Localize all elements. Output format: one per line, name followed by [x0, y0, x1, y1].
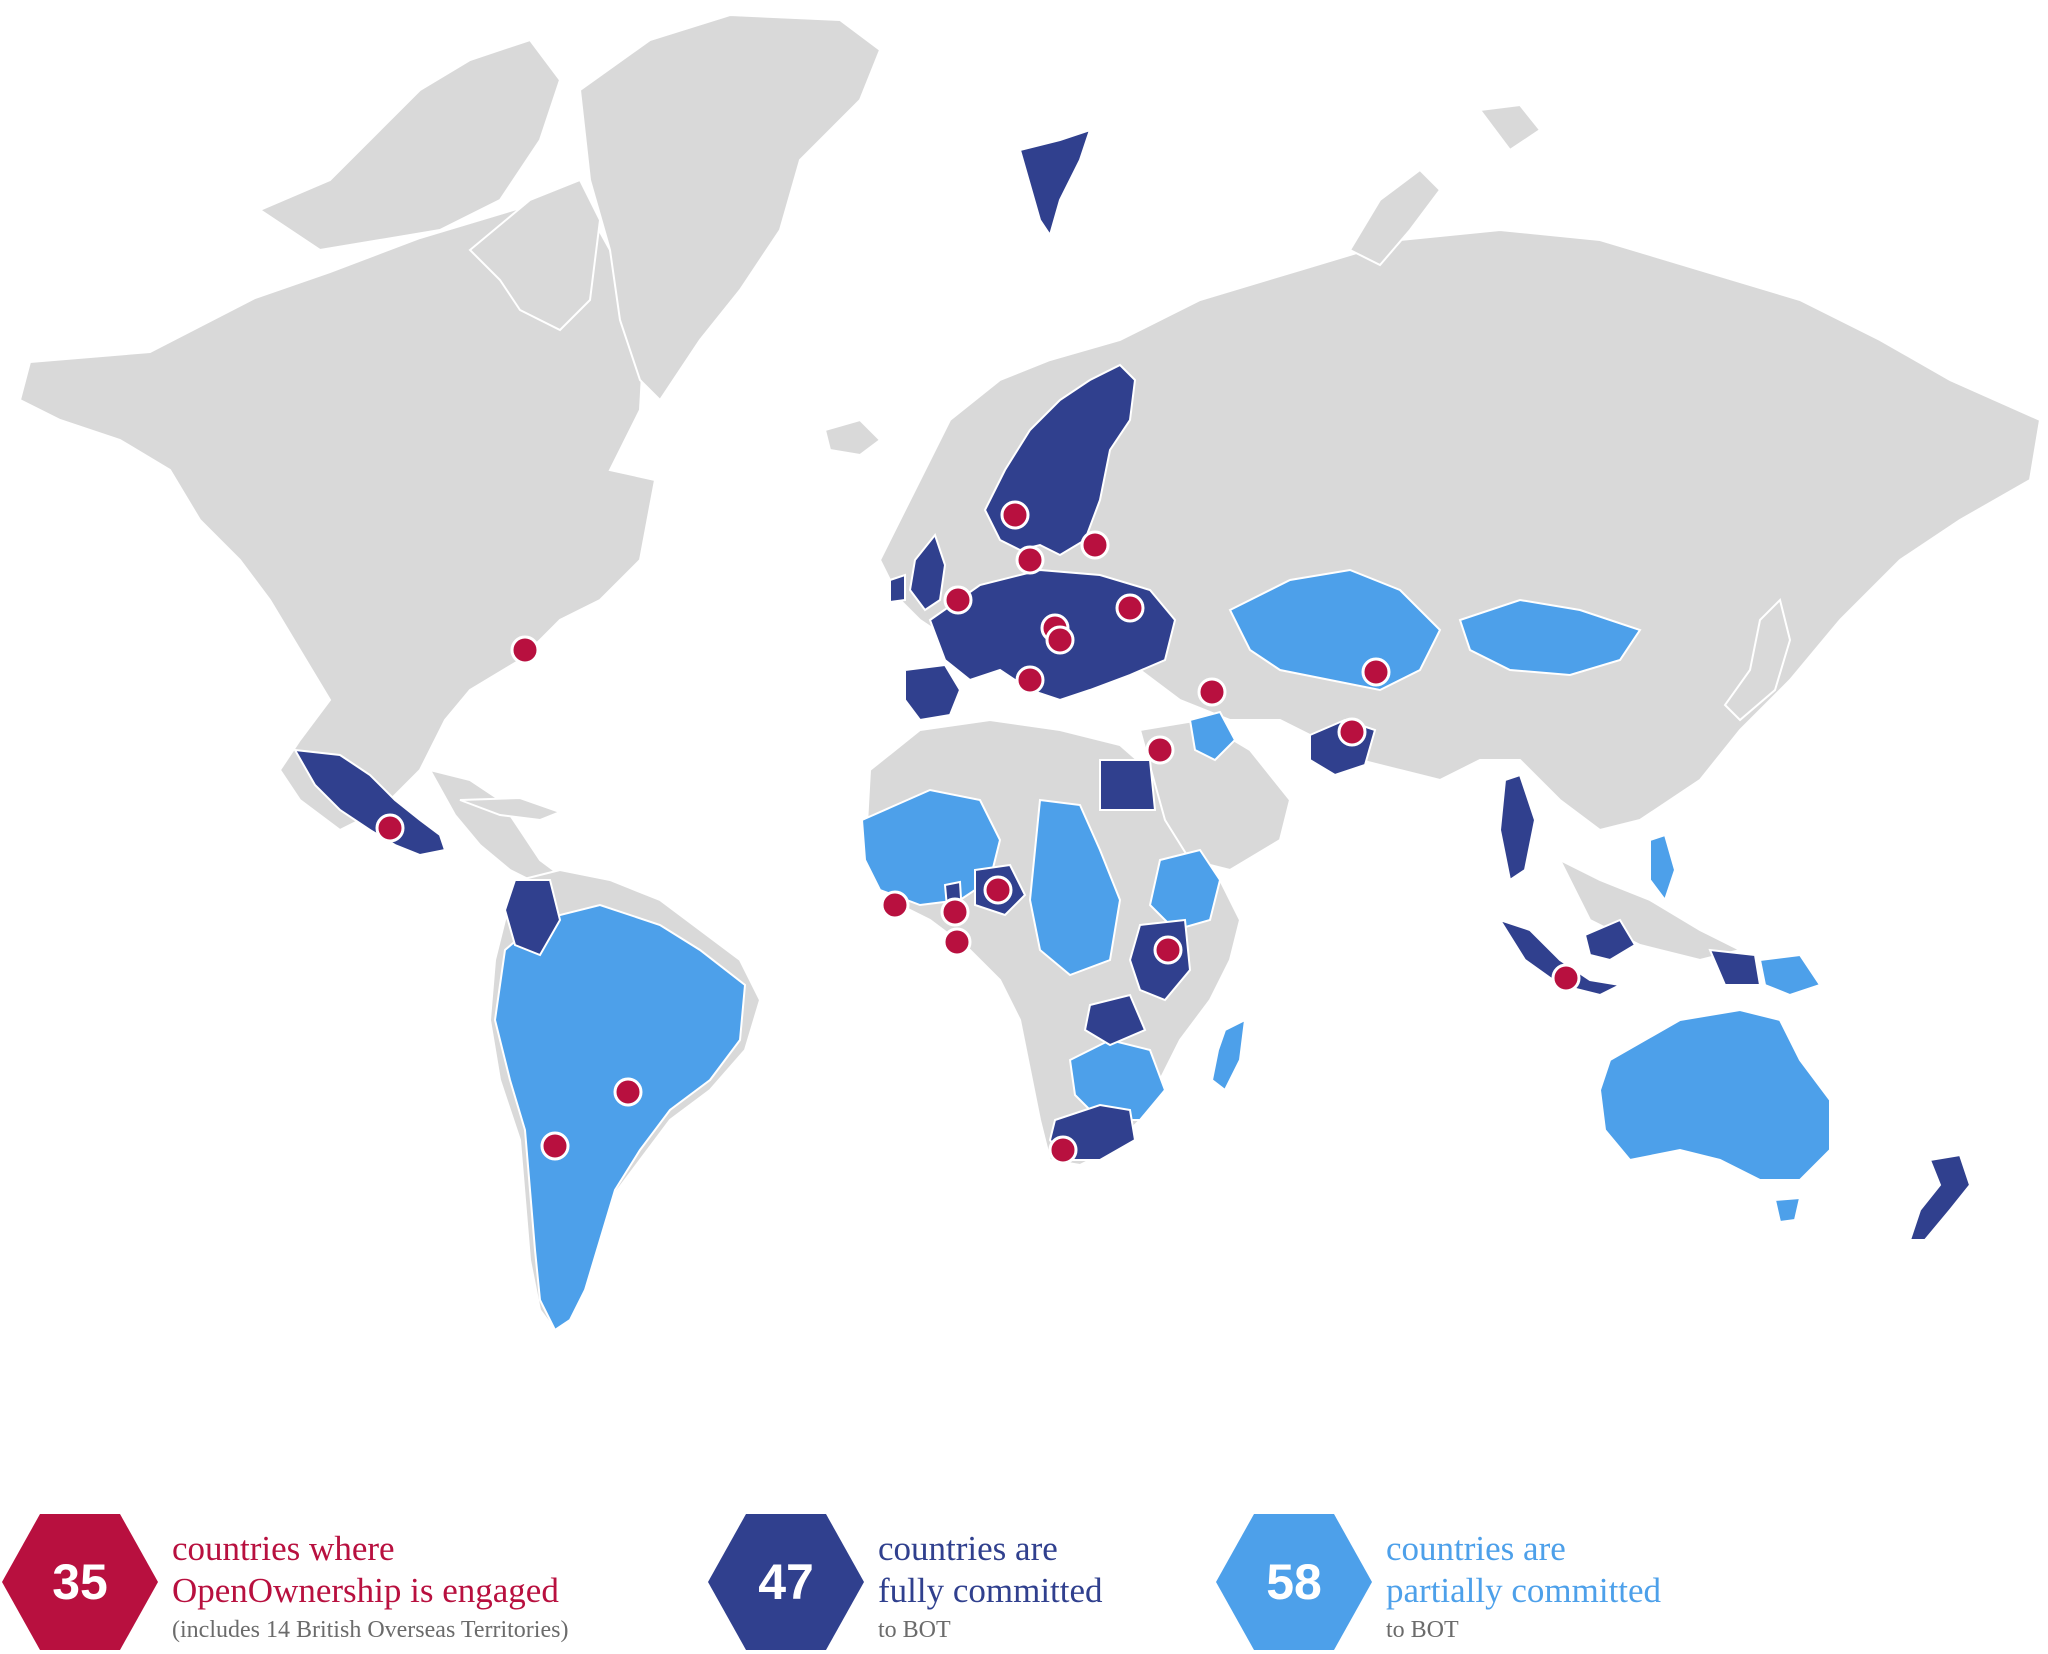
legend-fully-committed-note: to BOT [878, 1617, 951, 1643]
legend-fully-committed-line2: fully committed [878, 1571, 1103, 1610]
legend-engaged-note: (includes 14 British Overseas Territorie… [172, 1617, 569, 1643]
legend-fully-committed-text: countries are fully committed to BOT [878, 1528, 1103, 1648]
baffin-island [468, 178, 602, 332]
engaged-marker [940, 897, 970, 927]
siberian-islands [1478, 103, 1542, 152]
engaged-count: 35 [52, 1554, 108, 1610]
new-zealand [1908, 1153, 1972, 1241]
engaged-marker [1145, 735, 1175, 765]
arctic-islands [257, 38, 562, 252]
hexagon-icon [1216, 1514, 1372, 1650]
central-africa-partial [1028, 798, 1122, 977]
legend-partially-committed-line2: partially committed [1386, 1571, 1662, 1610]
engaged-marker [613, 1077, 643, 1107]
legend-partially-committed-note: to BOT [1386, 1617, 1459, 1643]
engaged-markers [375, 500, 1581, 1165]
partially-committed-count: 58 [1266, 1554, 1322, 1610]
engaged-marker [942, 927, 972, 957]
engaged-marker [983, 875, 1013, 905]
iberia [904, 663, 962, 722]
mexico [293, 748, 447, 857]
engaged-marker [1197, 677, 1227, 707]
central-america [428, 768, 562, 887]
legend-engaged-line1: countries where [172, 1529, 395, 1568]
hexagon-icon [708, 1514, 864, 1650]
egypt [1099, 759, 1157, 811]
engaged-marker [1153, 935, 1183, 965]
engaged-marker [1045, 625, 1075, 655]
caribbean-islands [459, 796, 563, 822]
kazakhstan-region [1228, 568, 1442, 692]
engaged-marker [1000, 500, 1030, 530]
engaged-marker [943, 585, 973, 615]
greenland [578, 13, 882, 402]
legend-partially-committed-line1: countries are [1386, 1529, 1566, 1568]
east-africa-partial [1148, 848, 1222, 932]
japan [1723, 598, 1792, 722]
engaged-marker [1361, 657, 1391, 687]
united-kingdom [908, 532, 947, 612]
iraq-region [1188, 710, 1237, 762]
partially-committed-regions [493, 568, 1831, 1332]
australia [1598, 1008, 1831, 1181]
legend-fully-committed-line1: countries are [878, 1529, 1058, 1568]
papua-new-guinea [1758, 953, 1822, 997]
engaged-marker [1048, 1135, 1078, 1165]
engaged-marker [1015, 665, 1045, 695]
legend-partially-committed-text: countries are partially committed to BOT [1386, 1528, 1661, 1648]
novaya-zemlya [1348, 168, 1442, 267]
myanmar [1498, 773, 1537, 882]
engaged-marker [1337, 717, 1367, 747]
fully-committed-count: 47 [758, 1554, 814, 1610]
indonesia-borneo [1583, 918, 1637, 962]
zambia-region [1083, 993, 1147, 1047]
world-map [18, 13, 2042, 1332]
indonesia-sumatra-java [1497, 918, 1624, 997]
mongolia [1458, 598, 1642, 677]
engaged-marker [1115, 593, 1145, 623]
madagascar [1210, 1018, 1247, 1092]
south-america-partial [493, 903, 747, 1332]
legend-engaged-line2: OpenOwnership is engaged [172, 1571, 559, 1610]
engaged-marker [1080, 530, 1110, 560]
engaged-marker [375, 813, 405, 843]
tasmania [1773, 1196, 1802, 1224]
ireland [889, 573, 906, 604]
legend-engaged-text: countries where OpenOwnership is engaged… [172, 1528, 568, 1648]
iceland [823, 418, 882, 457]
hexagon-icon [2, 1514, 158, 1650]
engaged-marker [1551, 963, 1581, 993]
engaged-marker [540, 1131, 570, 1161]
svalbard [1018, 128, 1092, 238]
engaged-marker [1015, 545, 1045, 575]
philippines [1649, 833, 1677, 903]
colombia [503, 879, 562, 957]
indonesia-papua [1708, 948, 1762, 986]
engaged-marker [880, 890, 910, 920]
engaged-marker [510, 635, 540, 665]
